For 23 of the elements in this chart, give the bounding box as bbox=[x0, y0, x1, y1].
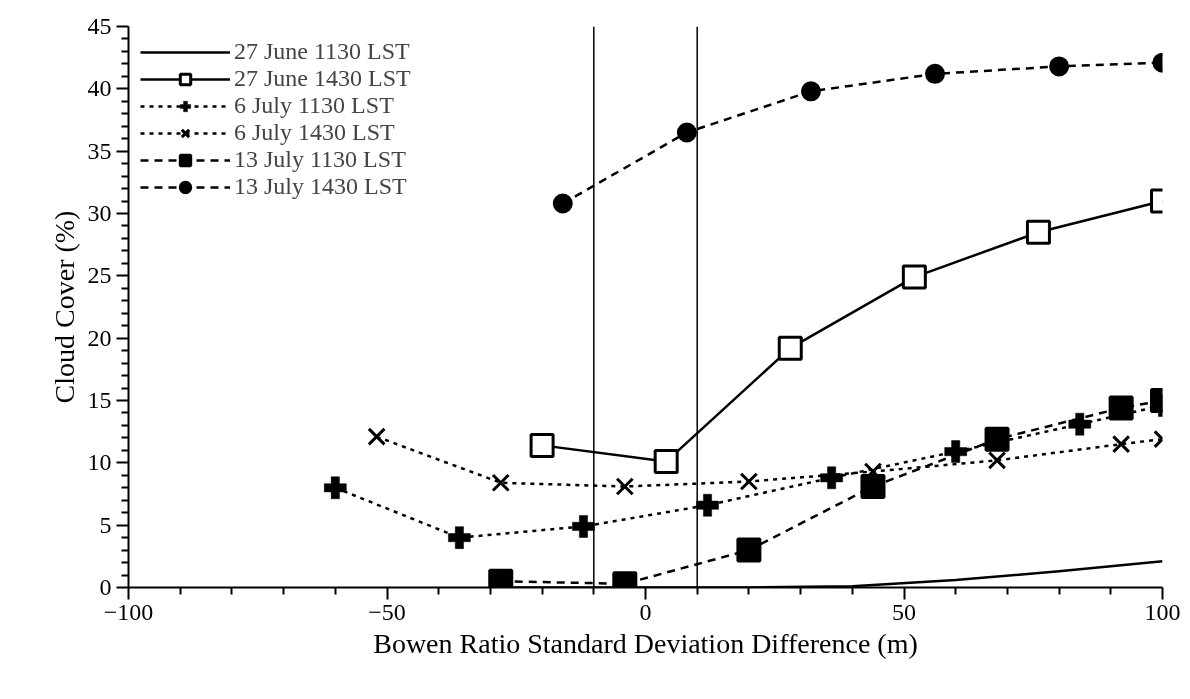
y-tick-label: 10 bbox=[87, 449, 112, 476]
y-tick-label: 35 bbox=[87, 137, 112, 164]
y-tick-label: 5 bbox=[99, 511, 112, 538]
y-tick-label: 25 bbox=[87, 262, 112, 289]
y-tick-label: 30 bbox=[87, 200, 112, 226]
legend-label: 27 June 1430 LST bbox=[234, 65, 411, 92]
x-tick-label: 100 bbox=[1144, 598, 1181, 625]
y-tick-label: 40 bbox=[87, 75, 112, 102]
y-tick-label: 0 bbox=[99, 574, 112, 600]
legend-label: 13 July 1130 LST bbox=[234, 146, 406, 173]
x-axis-title: Bowen Ratio Standard Deviation Difference (m) bbox=[373, 627, 918, 659]
x-tick-label: 0 bbox=[639, 598, 652, 625]
x-tick-label: −100 bbox=[103, 598, 154, 625]
legend-label: 27 June 1130 LST bbox=[234, 38, 410, 65]
y-tick-label: 45 bbox=[87, 13, 112, 39]
x-tick-label: 50 bbox=[892, 598, 916, 625]
y-tick-label: 15 bbox=[87, 387, 112, 413]
y-tick-label: 20 bbox=[87, 324, 112, 351]
x-tick-label: −50 bbox=[368, 598, 406, 625]
legend-label: 6 July 1430 LST bbox=[234, 119, 395, 146]
y-axis-title: Cloud Cover (%) bbox=[48, 210, 80, 404]
legend-label: 6 July 1130 LST bbox=[234, 92, 394, 119]
legend-label: 13 July 1430 LST bbox=[234, 173, 407, 200]
